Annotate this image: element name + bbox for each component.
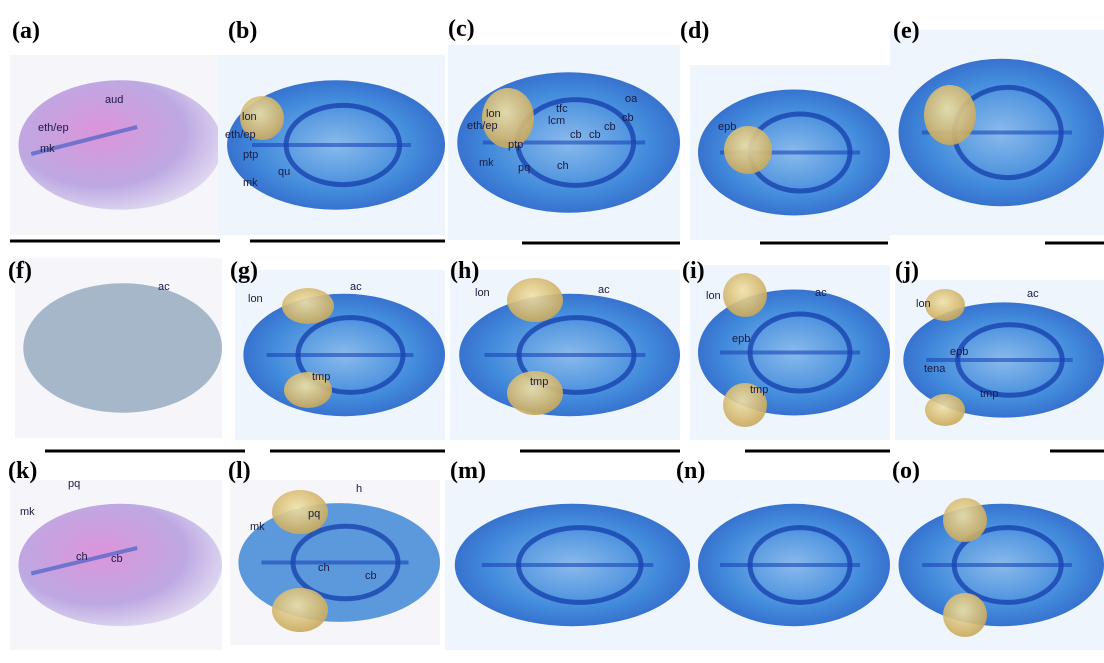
annotation: cb — [622, 112, 634, 124]
panel: (d) epb — [680, 18, 890, 240]
panel-label: (j) — [895, 258, 919, 284]
annotation: eth/ep — [467, 120, 498, 132]
annotation: cb — [365, 570, 377, 582]
annotation: h — [356, 483, 362, 495]
annotation: tfc — [556, 103, 568, 115]
annotation: ptp — [508, 139, 523, 151]
annotation: ch — [76, 551, 88, 563]
panel: (b) lon eth/ep ptp qu mk — [218, 18, 445, 235]
annotation: cb — [111, 553, 123, 565]
panel-label: (o) — [892, 458, 920, 484]
annotation: tena — [924, 363, 946, 375]
annotation: ch — [318, 562, 330, 574]
eye — [943, 498, 987, 542]
annotation: lon — [475, 287, 490, 299]
panel-label: (h) — [450, 258, 479, 284]
panel-label: (f) — [8, 258, 32, 284]
panel: (h) lon ac tmp — [450, 258, 680, 440]
annotation: cb — [589, 129, 601, 141]
annotation: oa — [625, 93, 638, 105]
annotation: tmp — [312, 371, 330, 383]
annotation: mk — [40, 143, 55, 155]
annotation: pq — [68, 478, 80, 490]
panel-label: (k) — [8, 458, 37, 484]
annotation: lon — [706, 290, 721, 302]
panel: (a) aud eth/ep mk — [10, 18, 222, 235]
annotation: pq — [308, 508, 320, 520]
annotation: mk — [479, 157, 494, 169]
panel-label: (a) — [12, 18, 40, 44]
annotation: ch — [557, 160, 569, 172]
eye — [723, 273, 767, 317]
annotation: mk — [20, 506, 35, 518]
panel: (i)lon ac epb tmp — [682, 258, 890, 440]
annotation: tmp — [530, 376, 548, 388]
panel: (l) mk pq h ch cb — [228, 458, 440, 645]
panel: (m) — [445, 458, 690, 650]
panel: (o) — [890, 458, 1104, 650]
panel: (f) ac — [8, 258, 222, 438]
annotation: tmp — [750, 384, 768, 396]
eye — [282, 288, 334, 324]
eye — [724, 126, 772, 174]
annotation: tmp — [980, 388, 998, 400]
panel: (g) lon ac tmp — [230, 258, 445, 440]
annotation: ac — [350, 281, 362, 293]
eye — [925, 394, 965, 426]
annotation: eth/ep — [38, 122, 69, 134]
annotation: ac — [598, 284, 610, 296]
annotation: pq — [518, 162, 530, 174]
panel: (k) pq mk ch cb — [8, 458, 222, 650]
annotation: epb — [950, 346, 968, 358]
panel-label: (m) — [450, 458, 486, 484]
annotation: lon — [248, 293, 263, 305]
panel-label: (d) — [680, 18, 709, 44]
annotation: qu — [278, 166, 290, 178]
annotation: ac — [158, 281, 170, 293]
annotation: lon — [242, 111, 257, 123]
panel-label: (i) — [682, 258, 705, 284]
annotation: eth/ep — [225, 129, 256, 141]
panel-label: (e) — [893, 18, 920, 44]
annotation: lcm — [548, 115, 565, 127]
panel-label: (c) — [448, 16, 475, 42]
eye — [943, 593, 987, 637]
panels: (a)audeth/epmk(b)loneth/epptpqumk(c)lone… — [8, 16, 1104, 650]
annotation: ac — [1027, 288, 1039, 300]
annotation: epb — [732, 333, 750, 345]
panel: (e) — [890, 18, 1104, 235]
annotation: lon — [486, 108, 501, 120]
panel-label: (g) — [230, 258, 258, 284]
eye — [507, 278, 563, 322]
annotation: ac — [815, 287, 827, 299]
annotation: epb — [718, 121, 736, 133]
eye — [925, 289, 965, 321]
eye — [924, 85, 976, 145]
panel-label: (l) — [228, 458, 251, 484]
eye — [272, 588, 328, 632]
annotation: mk — [250, 521, 265, 533]
annotation: mk — [243, 177, 258, 189]
annotation: aud — [105, 94, 123, 106]
specimen — [18, 504, 222, 626]
annotation: cb — [604, 121, 616, 133]
specimen — [23, 283, 222, 413]
annotation: cb — [570, 129, 582, 141]
annotation: lon — [916, 298, 931, 310]
annotation: ptp — [243, 149, 258, 161]
panel-label: (b) — [228, 18, 257, 44]
figure: (a)audeth/epmk(b)loneth/epptpqumk(c)lone… — [0, 0, 1104, 663]
panel-label: (n) — [676, 458, 705, 484]
panel: (n) — [676, 458, 890, 650]
